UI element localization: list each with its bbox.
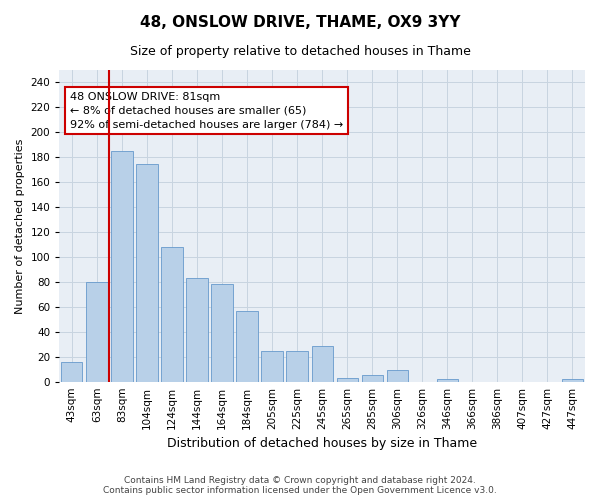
Bar	[187, 278, 208, 382]
Text: 48 ONSLOW DRIVE: 81sqm
← 8% of detached houses are smaller (65)
92% of semi-deta: 48 ONSLOW DRIVE: 81sqm ← 8% of detached …	[70, 92, 343, 130]
Text: Contains HM Land Registry data © Crown copyright and database right 2024.
Contai: Contains HM Land Registry data © Crown c…	[103, 476, 497, 495]
Text: Size of property relative to detached houses in Thame: Size of property relative to detached ho…	[130, 45, 470, 58]
Bar	[211, 284, 233, 382]
Bar	[111, 151, 133, 382]
Bar	[286, 350, 308, 382]
Bar	[262, 350, 283, 382]
Bar	[61, 362, 82, 382]
Bar	[86, 282, 107, 382]
Bar	[437, 379, 458, 382]
Bar	[386, 370, 408, 382]
Bar	[311, 346, 333, 382]
Bar	[236, 310, 258, 382]
Y-axis label: Number of detached properties: Number of detached properties	[15, 138, 25, 314]
Bar	[337, 378, 358, 382]
Bar	[362, 376, 383, 382]
Text: 48, ONSLOW DRIVE, THAME, OX9 3YY: 48, ONSLOW DRIVE, THAME, OX9 3YY	[140, 15, 460, 30]
Bar	[562, 379, 583, 382]
X-axis label: Distribution of detached houses by size in Thame: Distribution of detached houses by size …	[167, 437, 477, 450]
Bar	[161, 247, 182, 382]
Bar	[136, 164, 158, 382]
